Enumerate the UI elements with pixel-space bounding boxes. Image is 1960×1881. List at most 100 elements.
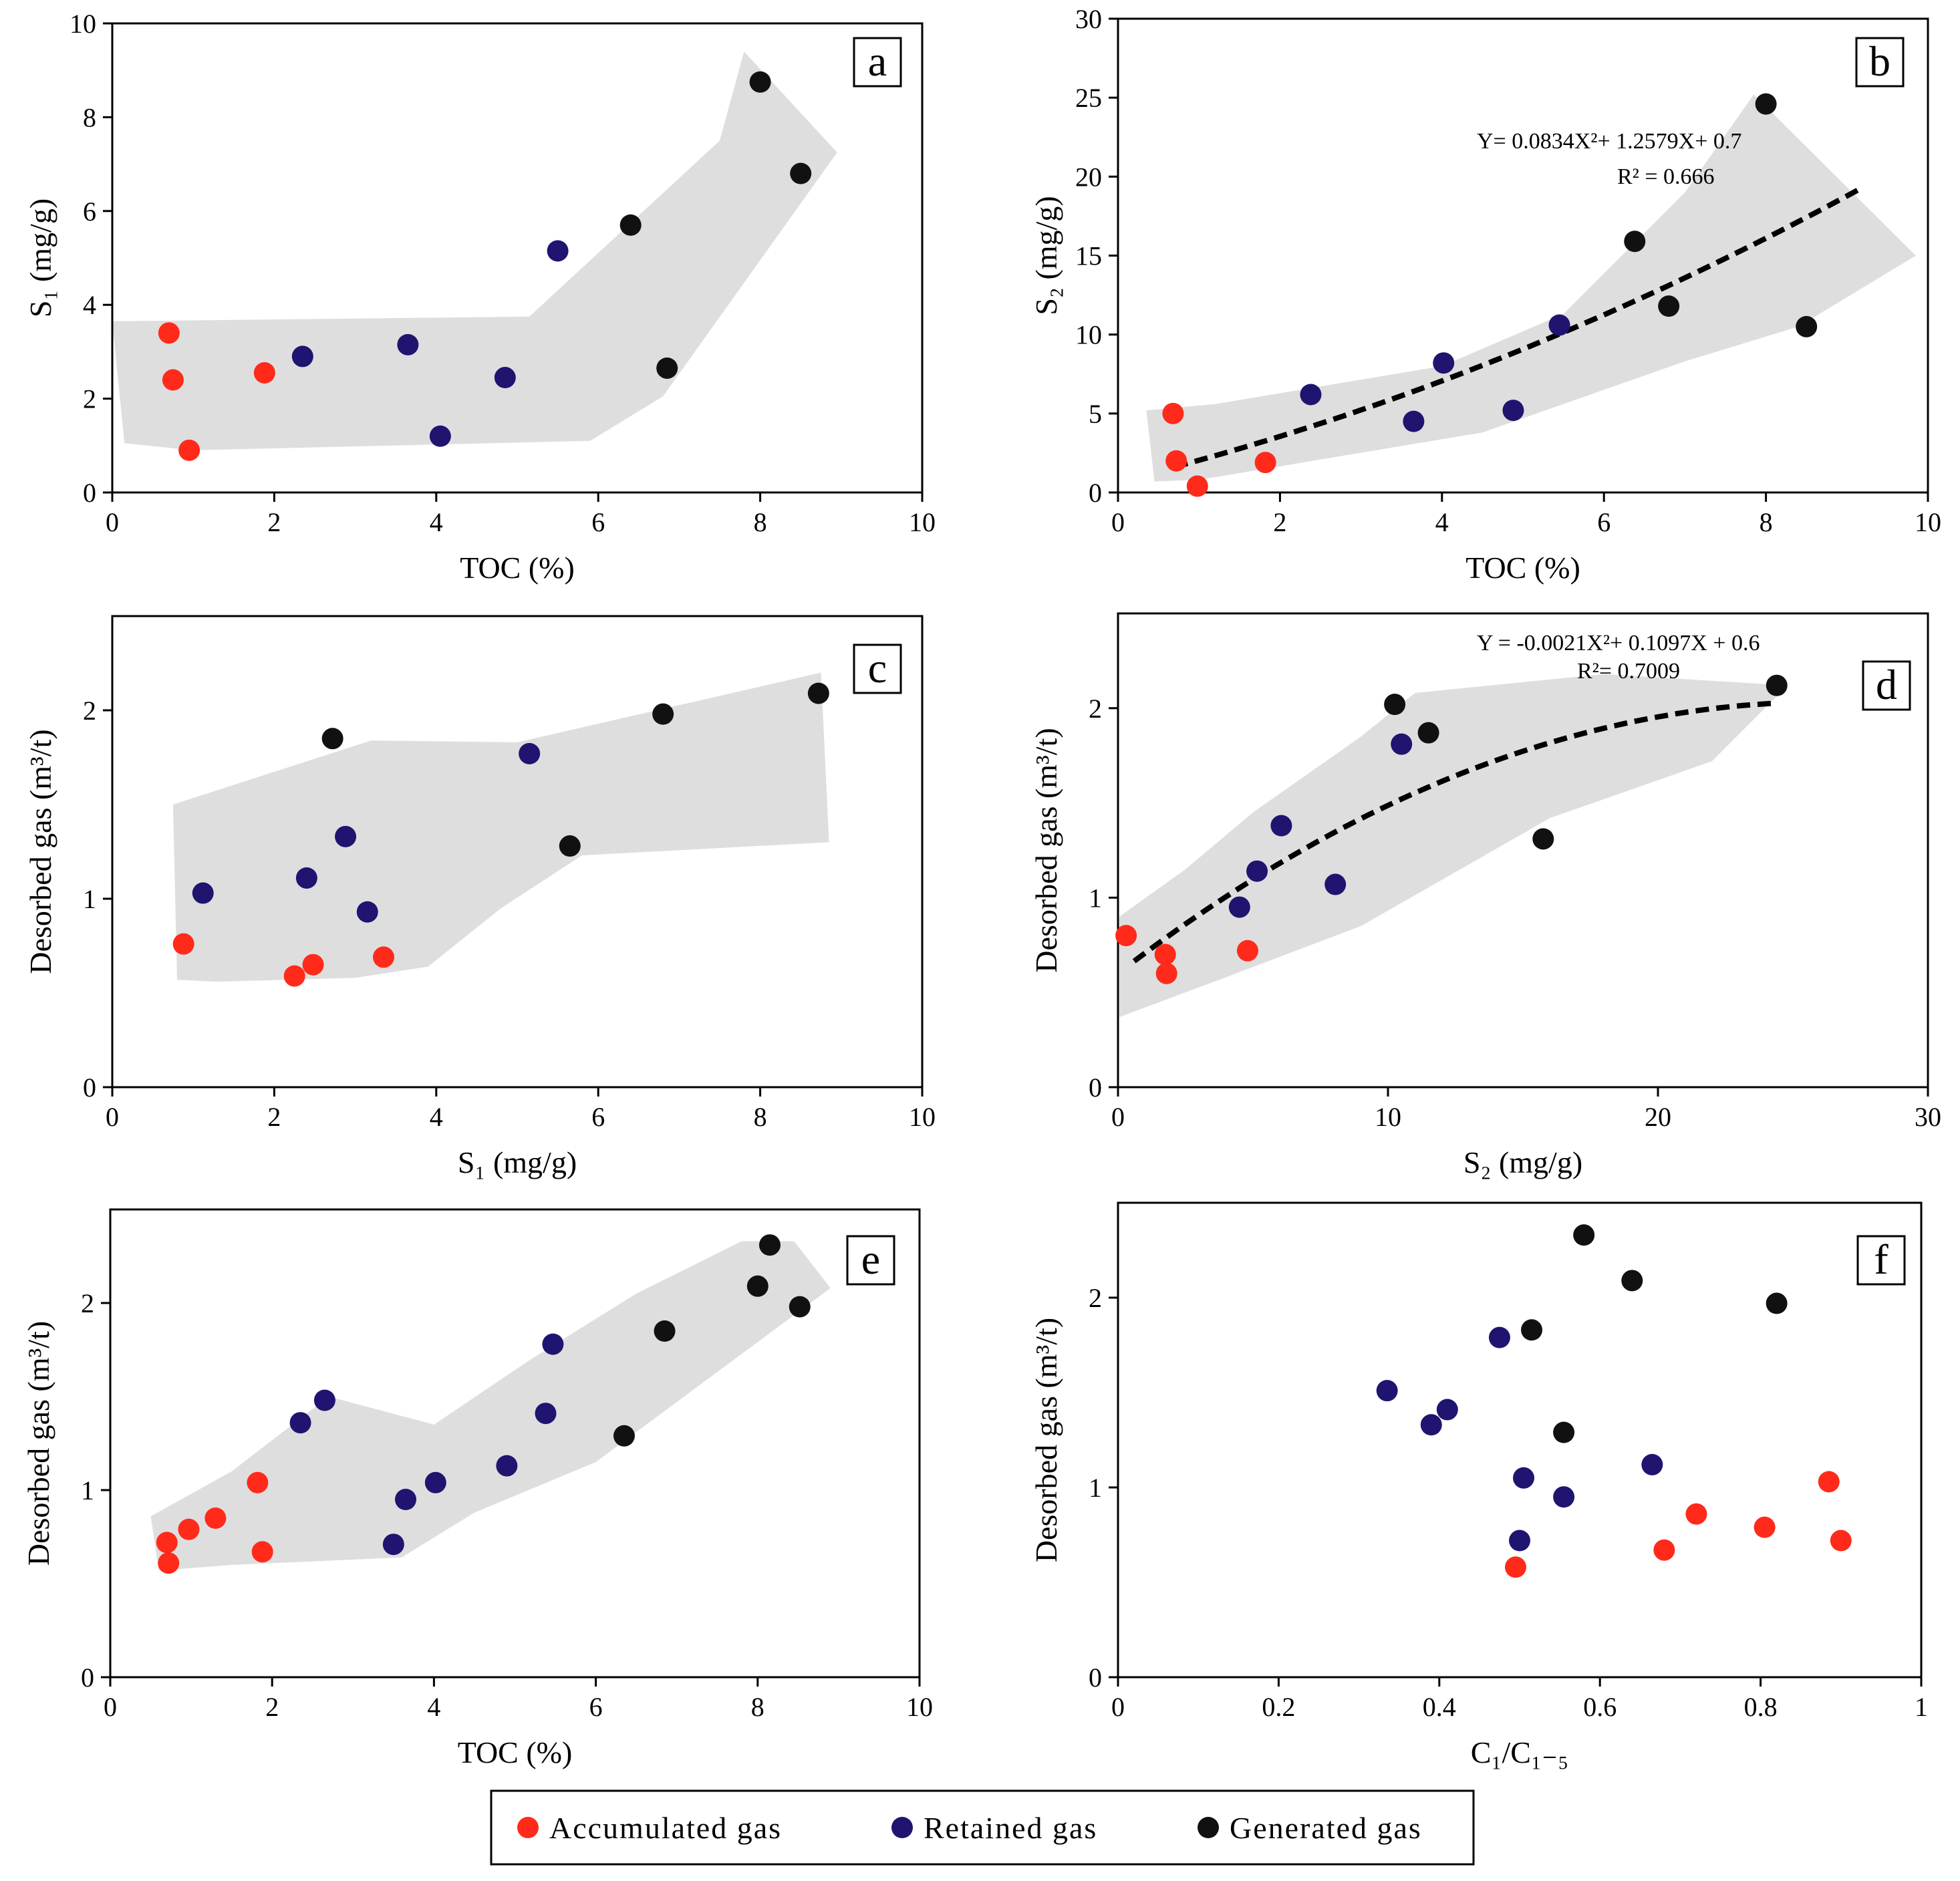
y-tick-label-e: 2	[81, 1288, 94, 1318]
y-tick-label-c: 0	[83, 1072, 96, 1103]
point-generated-a	[656, 357, 678, 379]
y-tick-label-f: 1	[1089, 1473, 1102, 1503]
x-tick-label-a: 4	[430, 507, 443, 537]
point-generated-b	[1624, 231, 1646, 253]
point-retained-f	[1509, 1530, 1530, 1552]
x-tick-label-e: 0	[104, 1692, 117, 1722]
point-retained-b	[1502, 400, 1524, 422]
legend-label-accumulated: Accumulated gas	[549, 1811, 782, 1845]
x-tick-label-d: 0	[1111, 1102, 1125, 1132]
legend-label-retained: Retained gas	[924, 1811, 1097, 1845]
point-generated-b	[1755, 93, 1777, 115]
panel-d: 0 10 20 30 0 1 2 S₂ (mg/g) Desorbed gas (m³/t) Y …	[1029, 612, 1941, 1179]
point-retained-e	[313, 1389, 335, 1411]
point-accumulated-a	[253, 361, 275, 384]
point-accumulated-b	[1186, 475, 1208, 497]
point-retained-d	[1228, 896, 1250, 918]
point-generated-c	[559, 835, 581, 857]
point-accumulated-b	[1162, 402, 1184, 424]
point-accumulated-c	[373, 946, 395, 968]
fit-equation-b: Y= 0.0834X²+ 1.2579X+ 0.7	[1477, 129, 1741, 154]
envelope-a	[112, 51, 837, 450]
point-accumulated-d	[1154, 944, 1176, 966]
point-retained-c	[192, 882, 214, 904]
point-retained-d	[1270, 815, 1292, 837]
envelope-c	[172, 672, 829, 982]
y-tick-label-a: 2	[83, 384, 96, 414]
point-accumulated-c	[302, 954, 324, 976]
y-tick-label-b: 15	[1075, 241, 1102, 271]
x-tick-label-a: 8	[754, 507, 767, 537]
point-accumulated-f	[1754, 1516, 1776, 1538]
point-accumulated-a	[158, 322, 180, 344]
y-tick-label-e: 0	[81, 1662, 94, 1693]
plot-frame-f	[1117, 1201, 1923, 1679]
y-tick-label-d: 2	[1089, 694, 1102, 724]
x-tick-label-e: 6	[589, 1692, 603, 1722]
plot-frame-e	[109, 1208, 921, 1679]
panel-label-box-e	[846, 1235, 895, 1286]
panel-label-b: b	[1869, 37, 1891, 85]
y-tick-label-a: 4	[83, 290, 96, 320]
legend-marker-accumulated	[517, 1817, 539, 1838]
x-axis-title-b: TOC (%)	[1465, 551, 1580, 585]
point-retained-d	[1324, 873, 1347, 895]
fit-curve-d	[1132, 700, 1774, 964]
x-tick-label-f: 0.6	[1583, 1692, 1617, 1722]
x-axis-title-e: TOC (%)	[458, 1735, 573, 1769]
point-retained-f	[1513, 1467, 1535, 1489]
x-axis-title-c: S₁ (mg/g)	[458, 1145, 577, 1179]
point-generated-f	[1766, 1292, 1788, 1314]
point-generated-e	[613, 1425, 635, 1447]
x-tick-label-a: 2	[267, 507, 281, 537]
x-tick-label-f: 0.8	[1744, 1692, 1778, 1722]
point-retained-a	[397, 333, 419, 355]
point-generated-a	[790, 162, 812, 184]
x-tick-label-d: 10	[1375, 1102, 1401, 1132]
y-axis-title-f: Desorbed gas (m³/t)	[1029, 1318, 1063, 1562]
legend: Accumulated gas Retained gas Generated g…	[490, 1789, 1475, 1866]
y-axis-title-b: S₂ (mg/g)	[1029, 196, 1063, 315]
point-generated-d	[1532, 828, 1554, 850]
point-accumulated-d	[1115, 925, 1137, 947]
point-accumulated-b	[1165, 450, 1187, 472]
panel-c: 0 2 4 6 8 10 0 1 2 S₁ (mg/g) Desorbed gas (m³/t) c	[23, 615, 936, 1179]
y-tick-label-b: 10	[1075, 320, 1102, 350]
point-generated-b	[1796, 315, 1818, 337]
x-tick-label-c: 0	[106, 1102, 119, 1132]
point-retained-f	[1420, 1414, 1442, 1436]
y-tick-label-c: 2	[83, 696, 96, 726]
point-generated-e	[746, 1275, 768, 1297]
x-tick-label-c: 10	[909, 1102, 936, 1132]
panel-e: 0 2 4 6 8 10 0 1 2 TOC (%) Desorbed gas (m³/t) e	[21, 1208, 933, 1769]
point-generated-e	[789, 1296, 811, 1318]
x-tick-label-a: 6	[591, 507, 605, 537]
point-generated-c	[321, 728, 343, 750]
y-tick-label-d: 0	[1089, 1072, 1102, 1103]
point-generated-e	[758, 1234, 781, 1256]
x-tick-label-b: 2	[1273, 507, 1286, 537]
point-accumulated-e	[158, 1552, 180, 1574]
panel-label-f: f	[1874, 1236, 1888, 1283]
point-accumulated-d	[1155, 962, 1177, 984]
fit-r2-b: R² = 0.666	[1617, 164, 1715, 189]
panel-label-box-c	[853, 643, 902, 694]
point-retained-c	[335, 825, 357, 847]
y-tick-label-e: 1	[81, 1475, 94, 1505]
point-retained-b	[1300, 384, 1322, 406]
x-tick-label-e: 8	[751, 1692, 764, 1722]
panel-f: 0 0.2 0.4 0.6 0.8 1 0 1 2 C₁/C₁₋₅ Desorbed gas (m³…	[1029, 1201, 1928, 1769]
point-retained-c	[295, 867, 317, 889]
point-accumulated-d	[1236, 939, 1258, 962]
x-tick-label-a: 10	[909, 507, 936, 537]
x-tick-label-e: 2	[265, 1692, 279, 1722]
x-tick-label-c: 4	[430, 1102, 443, 1132]
point-generated-c	[807, 682, 829, 704]
x-tick-label-d: 30	[1915, 1102, 1941, 1132]
x-tick-label-f: 0	[1111, 1692, 1125, 1722]
panel-a: 0 2 4 6 8 10 0 2 4 6 8 10 TOC (%) S₁ (mg/g) a	[23, 9, 936, 585]
x-tick-label-b: 6	[1597, 507, 1611, 537]
point-retained-e	[535, 1403, 557, 1425]
point-accumulated-f	[1818, 1471, 1840, 1493]
